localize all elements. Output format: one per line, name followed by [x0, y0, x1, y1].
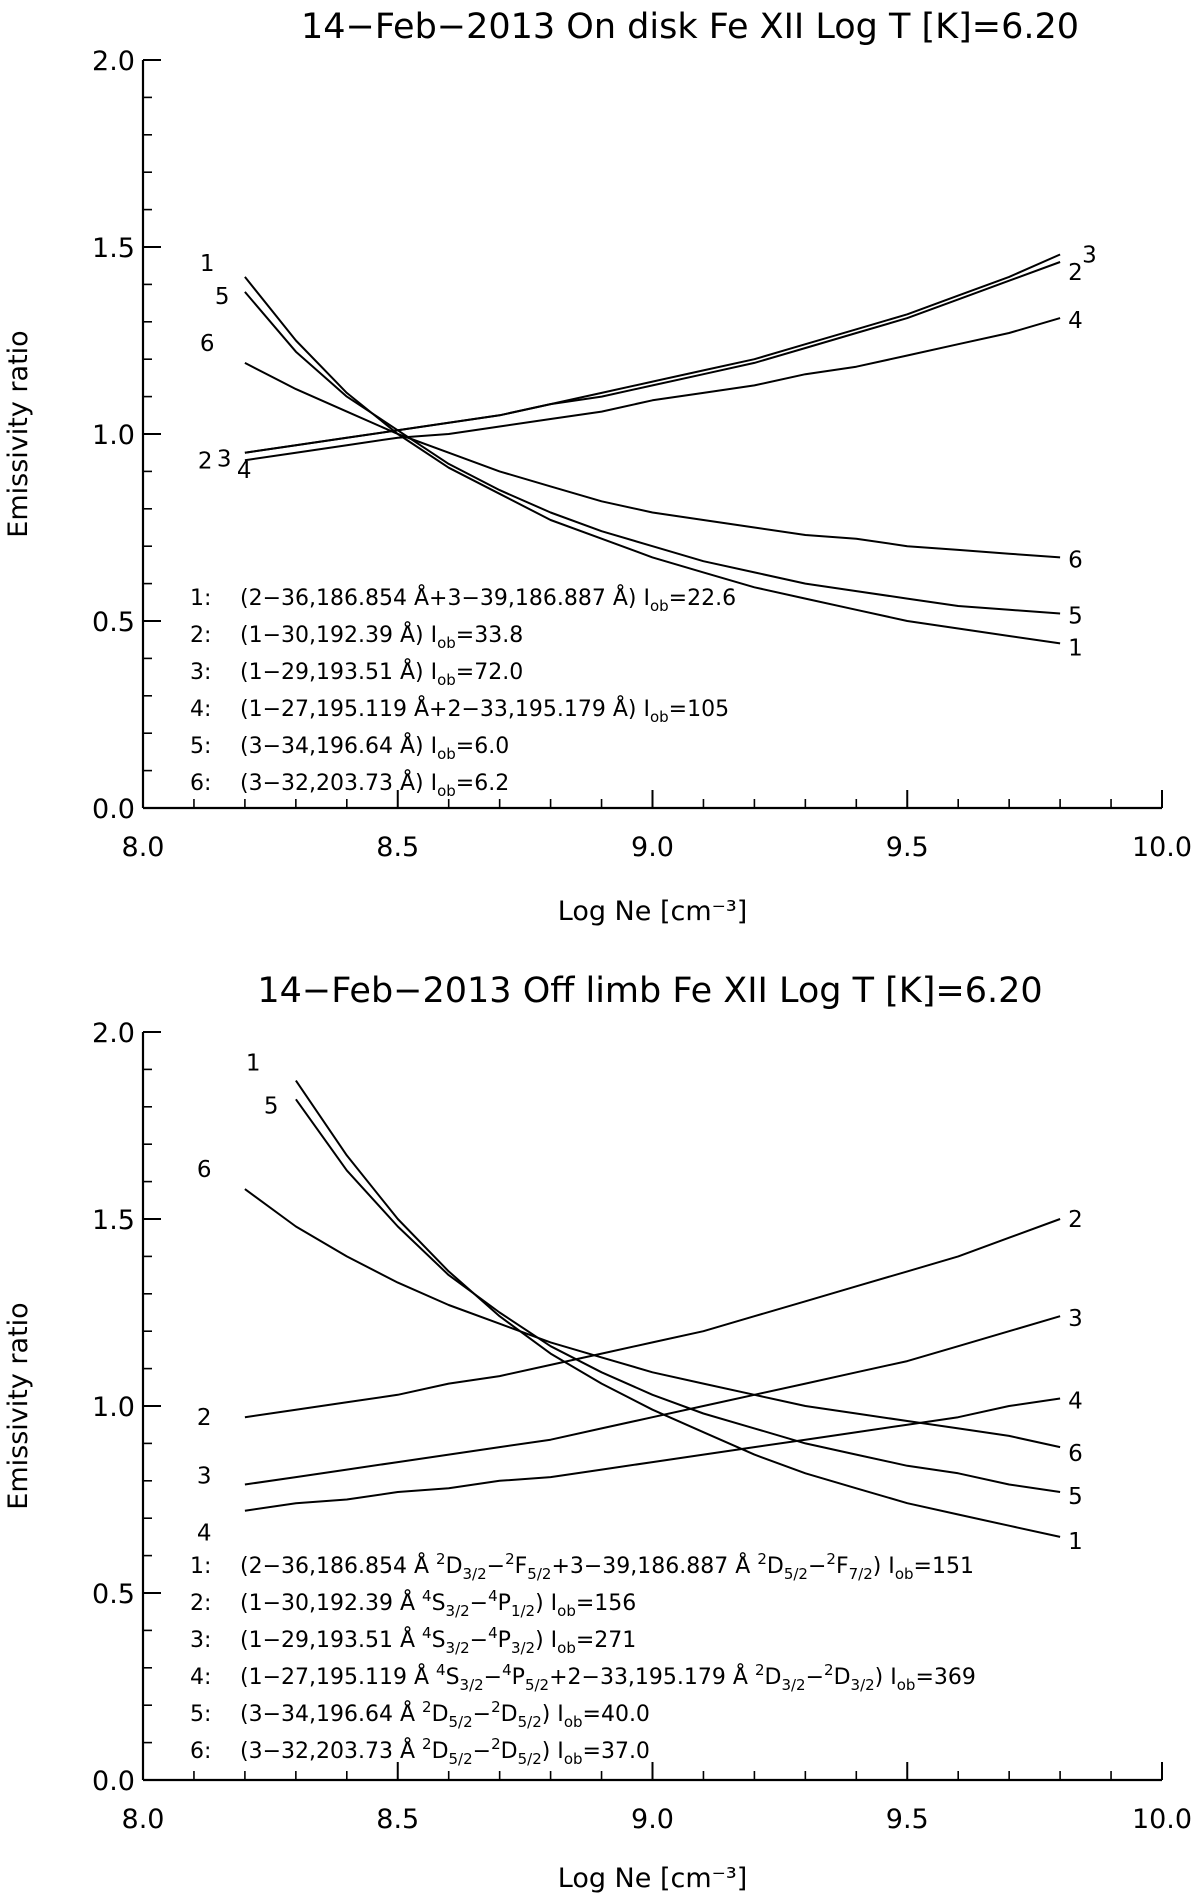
y-tick-label: 0.5	[92, 1579, 135, 1610]
legend-number: 3:	[190, 660, 211, 685]
legend-number: 3:	[190, 1628, 211, 1653]
legend-entry-3: (1−29,193.51 Å 4S3/2−4P3/2) Iob=271	[240, 1624, 636, 1657]
y-tick-label: 0.0	[92, 794, 135, 825]
series-line-1	[295, 1080, 1061, 1538]
x-axis-label: Log Ne [cm⁻³]	[558, 1863, 748, 1894]
curve-label-right-6: 6	[1068, 547, 1083, 573]
legend-number: 1:	[190, 1554, 211, 1579]
legend-number: 4:	[190, 1665, 211, 1690]
curve-label-right-4: 4	[1068, 308, 1083, 334]
curve-label-left-3: 3	[197, 1464, 212, 1490]
y-axis-label: Emissivity ratio	[3, 1302, 34, 1509]
x-tick-label: 9.0	[631, 832, 674, 863]
curve-label-left-5: 5	[215, 284, 230, 310]
curve-label-right-3: 3	[1082, 242, 1097, 268]
curve-label-right-3: 3	[1068, 1306, 1083, 1332]
y-tick-label: 1.5	[92, 233, 135, 264]
legend-entry-3: (1−29,193.51 Å) Iob=72.0	[240, 658, 523, 689]
x-tick-label: 9.5	[886, 832, 929, 863]
curve-label-right-5: 5	[1068, 604, 1083, 630]
x-tick-label: 8.0	[122, 1804, 165, 1835]
legend-number: 6:	[190, 771, 211, 796]
series-line-5	[244, 291, 1061, 615]
series-line-4	[244, 317, 1061, 462]
series-line-5	[295, 1098, 1061, 1493]
curve-label-left-1: 1	[246, 1051, 261, 1077]
curve-label-right-1: 1	[1068, 1529, 1083, 1555]
series-line-6	[244, 362, 1061, 559]
curve-label-right-4: 4	[1068, 1389, 1083, 1415]
legend-entry-4: (1−27,195.119 Å 4S3/2−4P5/2+2−33,195.179…	[240, 1661, 976, 1694]
curve-label-right-2: 2	[1068, 1207, 1083, 1233]
curve-label-right-5: 5	[1068, 1484, 1083, 1510]
curve-label-left-3: 3	[217, 447, 232, 473]
curve-label-left-5: 5	[264, 1093, 279, 1119]
legend-number: 1:	[190, 586, 211, 611]
legend-number: 6:	[190, 1739, 211, 1764]
series-line-1	[244, 276, 1061, 645]
y-tick-label: 1.5	[92, 1205, 135, 1236]
x-tick-label: 9.5	[886, 1804, 929, 1835]
curve-label-left-1: 1	[200, 251, 215, 277]
y-tick-label: 1.0	[92, 420, 135, 451]
x-tick-label: 8.0	[122, 832, 165, 863]
series-line-3	[244, 1315, 1061, 1486]
y-tick-label: 2.0	[92, 46, 135, 77]
legend-number: 2:	[190, 623, 211, 648]
x-tick-label: 8.5	[376, 832, 419, 863]
legend-entry-6: (3−32,203.73 Å) Iob=6.2	[240, 769, 509, 800]
legend-number: 2:	[190, 1591, 211, 1616]
legend-number: 5:	[190, 734, 211, 759]
series-line-3	[244, 253, 1061, 454]
series-line-2	[244, 1218, 1061, 1419]
y-tick-label: 0.0	[92, 1766, 135, 1797]
legend-number: 4:	[190, 697, 211, 722]
curve-label-left-2: 2	[197, 1405, 212, 1431]
legend-entry-1: (2−36,186.854 Å 2D3/2−2F5/2+3−39,186.887…	[240, 1550, 974, 1583]
curve-label-right-2: 2	[1068, 260, 1083, 286]
legend-entry-1: (2−36,186.854 Å+3−39,186.887 Å) Iob=22.6	[240, 584, 736, 615]
curve-label-left-2: 2	[198, 449, 213, 475]
x-tick-label: 10.0	[1132, 1804, 1192, 1835]
curve-label-left-4: 4	[197, 1521, 212, 1547]
legend-number: 5:	[190, 1702, 211, 1727]
curve-label-right-6: 6	[1068, 1441, 1083, 1467]
y-tick-label: 0.5	[92, 607, 135, 638]
legend-entry-6: (3−32,203.73 Å 2D5/2−2D5/2) Iob=37.0	[240, 1735, 650, 1768]
curve-label-left-6: 6	[200, 331, 215, 357]
curve-label-left-6: 6	[197, 1157, 212, 1183]
legend-entry-4: (1−27,195.119 Å+2−33,195.179 Å) Iob=105	[240, 695, 729, 726]
legend-entry-5: (3−34,196.64 Å 2D5/2−2D5/2) Iob=40.0	[240, 1698, 650, 1731]
panel-off-limb: 14−Feb−2013 Off limb Fe XII Log T [K]=6.…	[3, 971, 1192, 1894]
series-line-6	[244, 1188, 1061, 1449]
y-axis-label: Emissivity ratio	[3, 330, 34, 537]
series-line-4	[244, 1397, 1061, 1512]
panel-on-disk: 14−Feb−2013 On disk Fe XII Log T [K]=6.2…	[3, 7, 1192, 927]
x-tick-label: 9.0	[631, 1804, 674, 1835]
curve-label-left-4: 4	[237, 458, 252, 484]
y-tick-label: 1.0	[92, 1392, 135, 1423]
chart-title: 14−Feb−2013 On disk Fe XII Log T [K]=6.2…	[301, 7, 1079, 47]
y-tick-label: 2.0	[92, 1018, 135, 1049]
series-line-2	[244, 261, 1061, 454]
legend-entry-5: (3−34,196.64 Å) Iob=6.0	[240, 732, 509, 763]
curve-label-right-1: 1	[1068, 635, 1083, 661]
x-axis-label: Log Ne [cm⁻³]	[558, 896, 748, 927]
legend-entry-2: (1−30,192.39 Å) Iob=33.8	[240, 621, 523, 652]
x-tick-label: 8.5	[376, 1804, 419, 1835]
legend-entry-2: (1−30,192.39 Å 4S3/2−4P1/2) Iob=156	[240, 1587, 636, 1620]
x-tick-label: 10.0	[1132, 832, 1192, 863]
chart-title: 14−Feb−2013 Off limb Fe XII Log T [K]=6.…	[257, 971, 1042, 1011]
